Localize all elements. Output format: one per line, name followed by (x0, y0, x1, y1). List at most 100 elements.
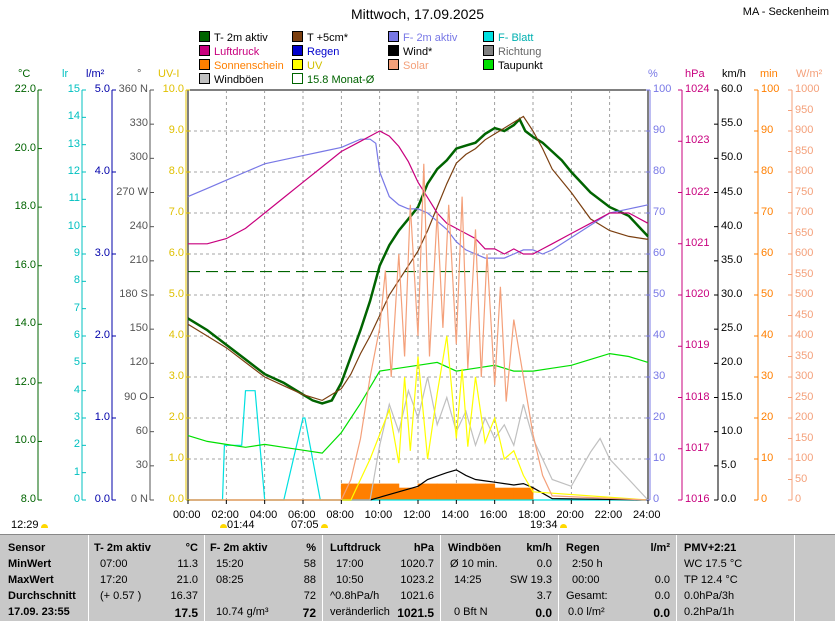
pmv-dewpoint: TP 12.4 °C (684, 574, 738, 586)
tick-label-uv: 9.0 (168, 124, 184, 136)
tick-label-solar: 100 (795, 452, 814, 464)
tick-label-hum: 80 (653, 165, 666, 177)
tick-label-solar: 950 (795, 103, 814, 116)
tick-label-wind: 25.0 (721, 322, 743, 335)
press-avg: 1021.6 (400, 590, 434, 602)
legend-wind: Wind* (388, 45, 432, 58)
tick-label-solar: 200 (795, 411, 814, 423)
x-tick-label: 24:00 (633, 509, 661, 521)
rain-total: 0.0 (654, 590, 670, 602)
row-label-min: MinWert (8, 558, 52, 570)
axis-unit-wind: km/h (722, 68, 746, 80)
tick-label-uv: 0.0 (168, 493, 184, 505)
tick-label-leaf: 10 (67, 219, 80, 232)
tick-label-temp: 18.0 (14, 200, 36, 213)
sunrise-time-2: 07:05 (291, 519, 328, 531)
rain-time: 00:00 (572, 574, 600, 586)
tick-label-hum: 0 (653, 493, 660, 505)
legend-uv: UV (292, 59, 322, 72)
tick-label-leaf: 4 (73, 383, 80, 396)
sunshine-bar (436, 483, 457, 500)
tick-label-uv: 6.0 (168, 247, 184, 259)
tick-label-leaf: 7 (73, 301, 80, 314)
sunshine-bar (340, 483, 361, 500)
sunshine-bar (417, 483, 438, 500)
chart-title: Mittwoch, 17.09.2025 (350, 6, 485, 22)
wind-avg: 3.7 (536, 590, 552, 602)
wind-bft: 0 Bft N (454, 606, 488, 618)
tick-label-leaf: 3 (73, 411, 80, 423)
tick-label-leaf: 6 (73, 329, 80, 341)
tick-label-dir: 210 (129, 253, 148, 266)
tick-label-wind: 60.0 (721, 83, 743, 95)
tick-label-uv: 8.0 (168, 165, 184, 177)
header-pressure-unit: hPa (413, 542, 434, 554)
tick-label-wind: 20.0 (721, 356, 743, 369)
tick-label-solar: 0 (795, 493, 802, 505)
tick-label-wind: 45.0 (721, 185, 743, 198)
tick-label-solar: 150 (795, 431, 814, 444)
wind-avg10: 0.0 (536, 558, 552, 570)
x-tick-label: 16:00 (479, 509, 508, 521)
header-rain: Regen (566, 542, 600, 554)
rain-value: 0.0 (654, 574, 670, 586)
tick-label-leaf: 12 (67, 165, 80, 177)
tick-label-dir: 90 O (124, 390, 148, 403)
axis-unit-dir: ° (137, 68, 142, 80)
col-sensor: Sensor MinWert MaxWert Durchschnitt 17.0… (0, 535, 89, 621)
tick-label-sunmin: 80 (761, 165, 774, 177)
legend-f2m: F- 2m aktiv (388, 31, 457, 44)
legend-richtung: Richtung (483, 45, 541, 58)
station-name: MA - Seckenheim (742, 6, 829, 18)
legend-fblatt: F- Blatt (483, 31, 533, 44)
legend-taupunkt: Taupunkt (483, 59, 543, 72)
temp-avg: 16.37 (170, 590, 198, 602)
x-tick-label: 02:00 (211, 509, 239, 521)
tick-label-dir: 330 (129, 117, 148, 130)
tick-label-uv: 2.0 (168, 411, 184, 423)
series-line-t-5cm- (187, 115, 649, 402)
x-tick-label: 06:00 (288, 509, 316, 521)
hum-current: 72 (302, 606, 316, 620)
rain-current: 0.0 (653, 606, 670, 620)
tick-label-temp: 16.0 (14, 258, 36, 271)
tick-label-wind: 55.0 (721, 117, 743, 130)
tick-label-sunmin: 0 (761, 493, 768, 505)
tick-label-sunmin: 40 (761, 329, 774, 341)
tick-label-rain: 2.0 (94, 329, 110, 341)
wind-current: 0.0 (535, 606, 552, 620)
tick-label-rain: 4.0 (94, 165, 110, 177)
tick-label-solar: 800 (795, 165, 814, 177)
header-humidity-unit: % (306, 542, 316, 554)
tick-label-leaf: 8 (73, 274, 80, 287)
tick-label-dir: 240 (129, 219, 148, 232)
tick-label-solar: 650 (795, 226, 814, 239)
tick-label-solar: 450 (795, 308, 814, 321)
tick-label-dir: 0 N (130, 493, 148, 505)
tick-label-uv: 1.0 (168, 452, 184, 464)
col-pmv: PMV+2:21 WC 17.5 °C TP 12.4 °C 0.0hPa/3h… (676, 535, 795, 621)
hum-max-time: 08:25 (216, 574, 244, 586)
tick-label-wind: 40.0 (721, 219, 743, 232)
tick-label-press: 1021 (685, 236, 710, 249)
tick-label-uv: 7.0 (168, 206, 184, 218)
x-tick-label: 12:00 (403, 509, 431, 521)
row-label-avg: Durchschnitt (8, 590, 76, 602)
tick-label-dir: 180 S (119, 288, 148, 300)
tick-label-solar: 500 (795, 288, 814, 300)
tick-label-dir: 30 (135, 458, 148, 471)
legend-t2m: T- 2m aktiv (199, 31, 268, 44)
hum-max: 88 (303, 574, 316, 586)
press-max-time: 10:50 (336, 574, 364, 586)
tick-label-wind: 0.0 (721, 493, 737, 505)
chart-canvas (37, 89, 793, 504)
axis-unit-solar: W/m² (796, 68, 823, 80)
legend-solar: Solar (388, 59, 429, 72)
tick-label-leaf: 11 (68, 192, 80, 205)
header-temp-unit: °C (185, 542, 198, 554)
tick-label-wind: 30.0 (721, 288, 743, 300)
tick-label-wind: 5.0 (721, 458, 737, 471)
tick-label-sunmin: 20 (761, 411, 774, 423)
header-wind-unit: km/h (526, 542, 552, 554)
hum-abs: 10.74 g/m³ (216, 606, 269, 618)
